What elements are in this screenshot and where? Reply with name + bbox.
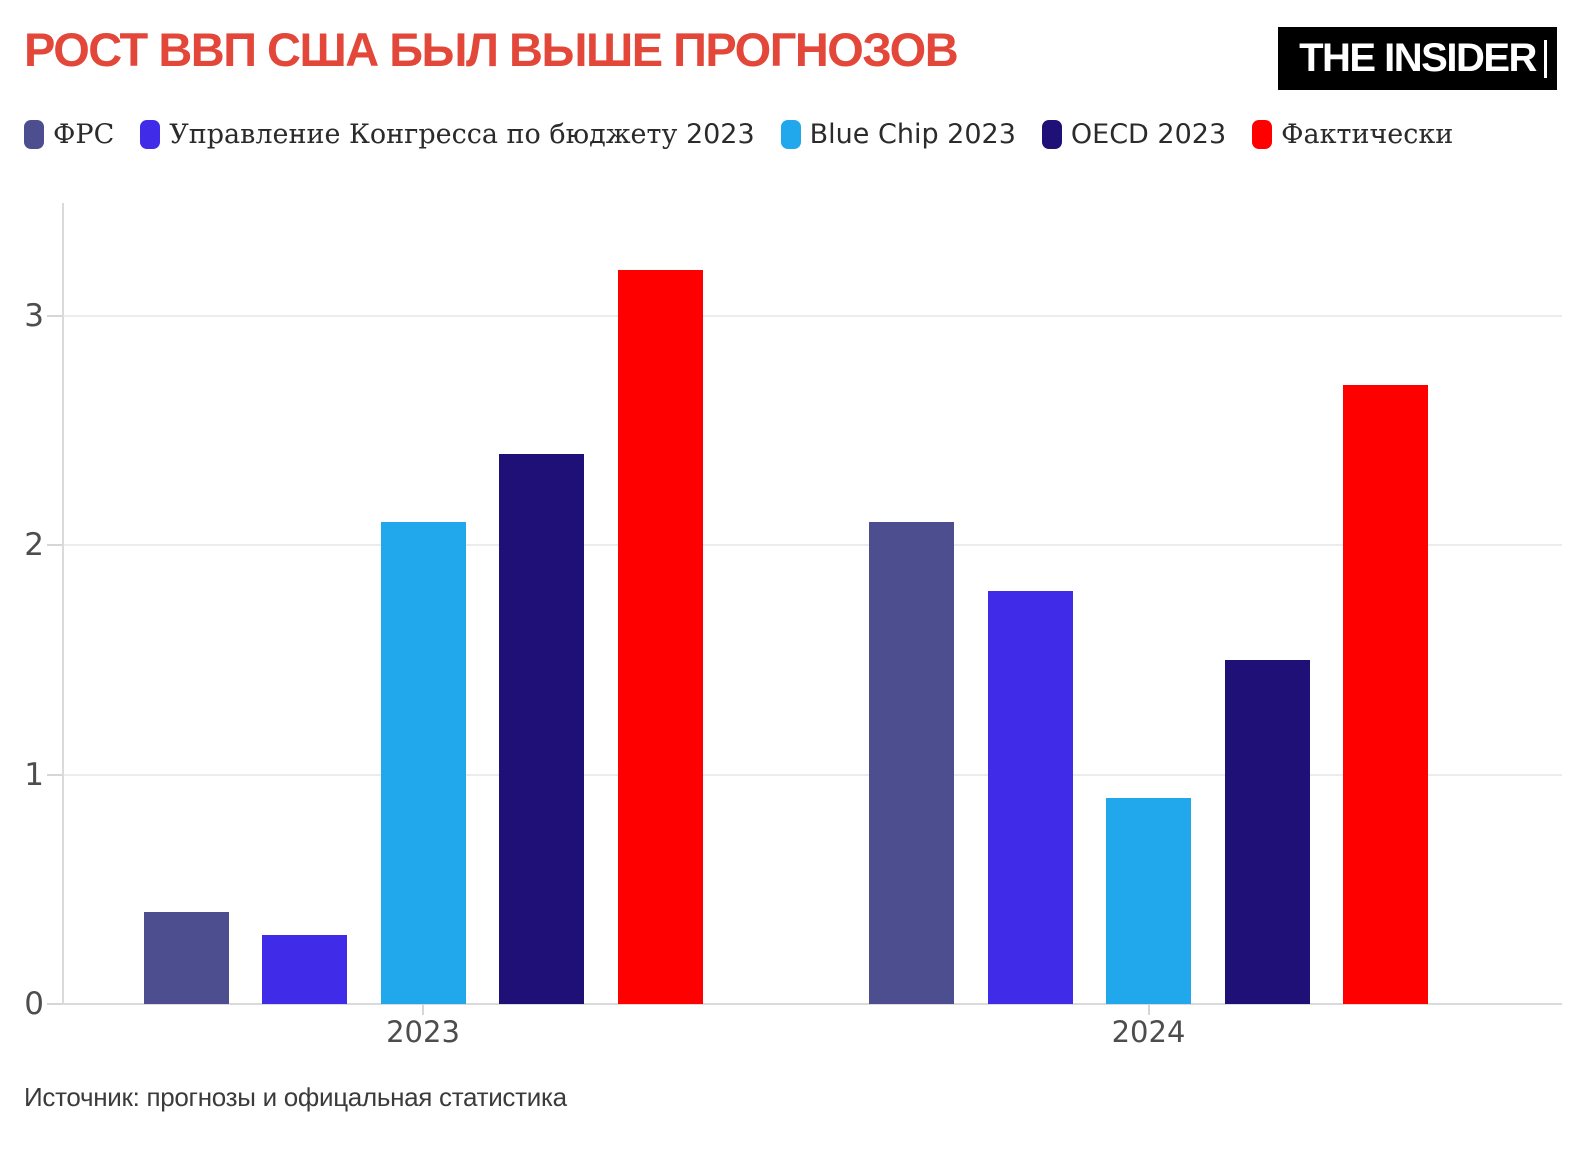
x-axis-tick-2023 bbox=[422, 1004, 424, 1015]
y-axis-label-0: 0 bbox=[24, 986, 44, 1022]
y-axis-label-2: 2 bbox=[24, 527, 44, 564]
legend-item-3: OECD 2023 bbox=[1041, 119, 1227, 150]
x-axis-label-2023: 2023 bbox=[386, 1015, 460, 1049]
y-axis-tick-1 bbox=[47, 773, 63, 776]
legend-swatch-1 bbox=[140, 120, 161, 149]
bar-2024-series-1 bbox=[987, 591, 1073, 1004]
brand-logo-cursor-bar bbox=[1544, 40, 1547, 78]
legend-label-2: Blue Chip 2023 bbox=[809, 119, 1016, 150]
bar-2023-series-0 bbox=[143, 912, 229, 1004]
legend-swatch-3 bbox=[1041, 120, 1062, 149]
legend-label-4: Фактически bbox=[1281, 119, 1454, 150]
x-axis-label-2024: 2024 bbox=[1111, 1015, 1186, 1049]
gridline-y-3 bbox=[63, 315, 1562, 317]
bar-2023-series-2 bbox=[380, 522, 466, 1004]
y-axis-tick-2 bbox=[47, 544, 63, 547]
legend-item-4: Фактически bbox=[1252, 119, 1453, 150]
legend-label-1: Управление Конгресса по бюджету 2023 bbox=[169, 119, 755, 150]
legend-swatch-2 bbox=[780, 120, 801, 149]
y-axis-label-1: 1 bbox=[24, 756, 44, 793]
chart-legend: ФРС Управление Конгресса по бюджету 2023 B… bbox=[24, 119, 1453, 150]
source-note: Источник: прогнозы и офицальная статисти… bbox=[24, 1082, 567, 1112]
bar-2024-series-2 bbox=[1106, 797, 1191, 1004]
bar-2023-series-4 bbox=[617, 270, 703, 1004]
gridline-y-1 bbox=[63, 773, 1562, 776]
legend-swatch-4 bbox=[1252, 120, 1273, 149]
bar-2024-series-0 bbox=[869, 522, 954, 1004]
bar-2024-series-3 bbox=[1224, 660, 1310, 1004]
gridline-y-2 bbox=[63, 544, 1562, 547]
x-axis-tick-2024 bbox=[1147, 1004, 1150, 1015]
legend-label-0: ФРС bbox=[53, 119, 115, 150]
bar-2024-series-4 bbox=[1343, 384, 1428, 1004]
legend-item-0: ФРС bbox=[24, 119, 114, 150]
legend-label-3: OECD 2023 bbox=[1070, 119, 1227, 150]
y-axis-tick-0 bbox=[47, 1003, 63, 1005]
bar-2023-series-1 bbox=[262, 935, 347, 1004]
legend-swatch-0 bbox=[24, 120, 44, 149]
y-axis-tick-3 bbox=[47, 315, 63, 317]
legend-item-2: Blue Chip 2023 bbox=[780, 119, 1016, 150]
page-title: РОСТ ВВП США БЫЛ ВЫШЕ ПРОГНОЗОВ bbox=[24, 23, 959, 76]
brand-logo-text: THE INSIDER bbox=[1299, 36, 1537, 80]
brand-logo: THE INSIDER bbox=[1278, 27, 1557, 90]
legend-item-1: Управление Конгресса по бюджету 2023 bbox=[140, 119, 755, 150]
y-axis-label-3: 3 bbox=[24, 298, 44, 334]
gridline-y-0 bbox=[63, 1003, 1562, 1005]
y-axis-line bbox=[62, 203, 64, 1004]
bar-2023-series-3 bbox=[499, 453, 584, 1004]
